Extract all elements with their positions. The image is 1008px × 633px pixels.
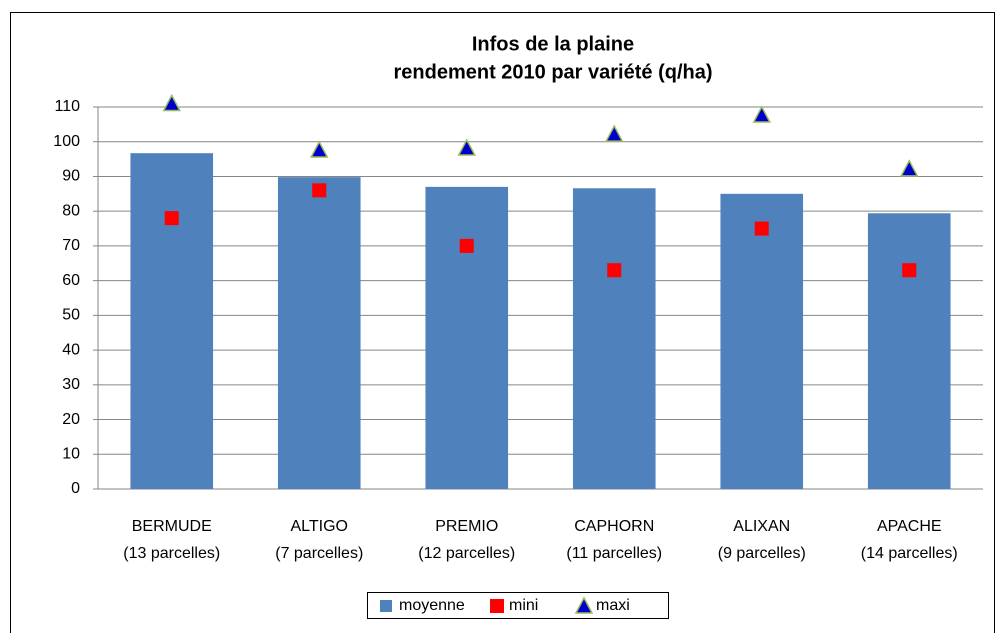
marker-triangle [457,138,476,156]
y-tick-label: 50 [62,307,80,324]
x-tick-label: (9 parcelles) [718,545,806,562]
legend-box [367,592,669,619]
legend-label: maxi [596,597,630,614]
bar [720,193,804,489]
x-tick-label: CAPHORN [574,518,654,535]
y-tick-label: 30 [62,376,80,393]
marker-triangle [162,93,181,112]
x-tick-label: BERMUDE [132,518,212,535]
legend-label: moyenne [399,597,465,614]
x-tick-label: APACHE [877,518,942,535]
legend-swatch [574,596,594,614]
legend-label: mini [509,597,538,614]
y-tick-label: 10 [62,445,80,462]
marker-triangle [752,105,771,123]
legend-swatch [490,599,504,613]
x-tick-label: PREMIO [435,518,498,535]
x-tick-label: (13 parcelles) [123,545,220,562]
y-tick-label: 70 [62,237,80,254]
legend-swatch [380,600,392,612]
bar [130,153,214,490]
x-tick-label: (12 parcelles) [418,545,515,562]
y-tick-label: 90 [62,168,80,185]
marker-square [607,263,622,278]
y-tick-label: 110 [54,98,80,115]
marker-square [164,211,179,226]
chart-subtitle: rendement 2010 par variété (q/ha) [393,61,712,83]
marker-square [902,263,917,278]
chart-title: Infos de la plaine [472,33,634,55]
marker-square [754,221,769,236]
x-tick-label: ALIXAN [733,518,790,535]
marker-triangle [605,124,624,142]
x-tick-label: (11 parcelles) [566,545,662,562]
marker-triangle [900,159,919,177]
x-tick-label: (7 parcelles) [275,545,363,562]
x-tick-label: (14 parcelles) [861,545,958,562]
y-tick-label: 80 [62,202,80,219]
x-tick-label: ALTIGO [291,518,349,535]
y-tick-label: 0 [71,480,80,497]
marker-square [312,183,327,198]
y-tick-label: 60 [62,272,80,289]
y-tick-label: 40 [62,341,80,358]
bar [867,213,951,490]
marker-triangle [310,140,329,158]
marker-square [459,238,474,253]
y-tick-label: 100 [53,133,80,150]
bar [572,188,656,489]
bar [425,186,509,489]
bar [277,177,361,489]
y-tick-label: 20 [62,411,80,428]
